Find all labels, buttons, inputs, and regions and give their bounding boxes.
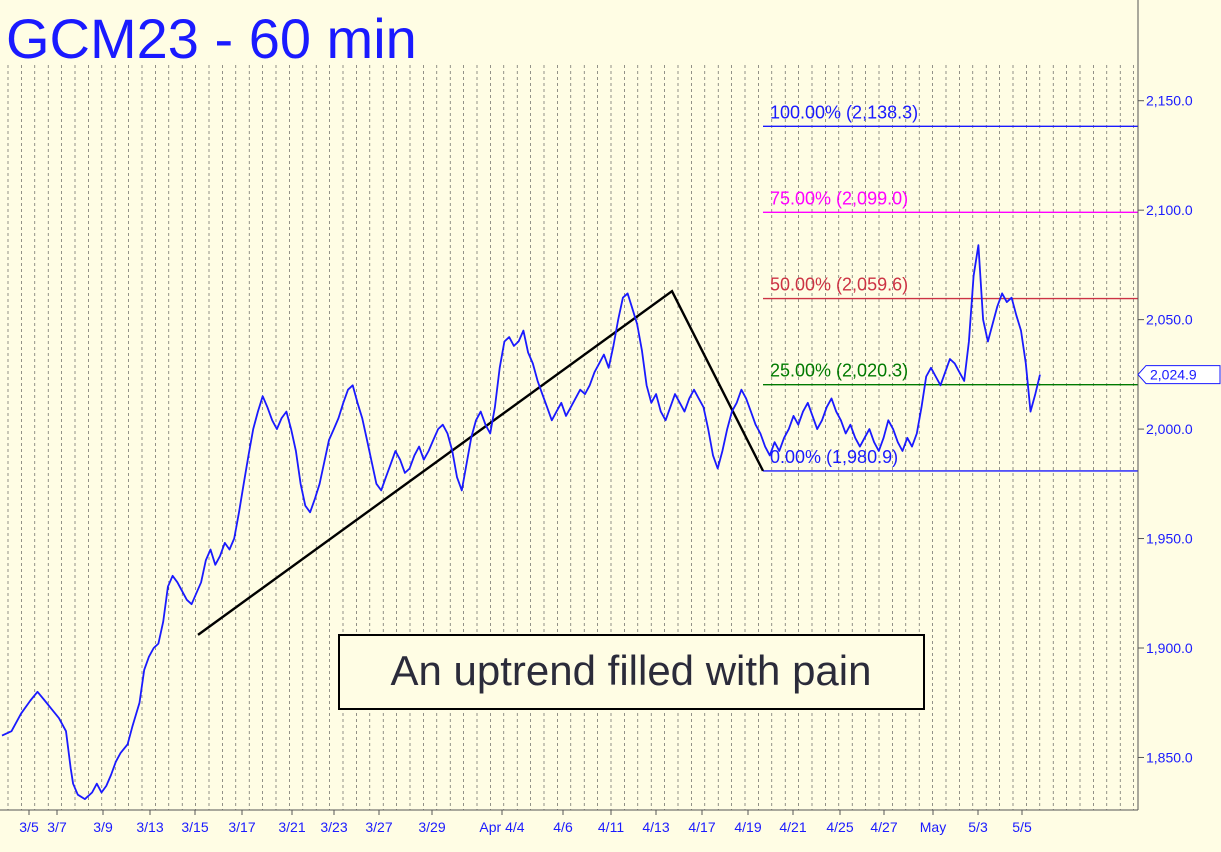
y-tick-label: 2,150.0: [1146, 93, 1193, 109]
x-tick-label: 3/5: [19, 819, 39, 835]
x-tick-label: 3/29: [418, 819, 445, 835]
price-line: [1, 244, 1041, 800]
x-tick-label: 4/19: [734, 819, 761, 835]
x-tick-label: 4/27: [870, 819, 897, 835]
x-tick-label: 4/25: [826, 819, 853, 835]
x-tick-label: May: [920, 819, 946, 835]
x-tick-label: 4/21: [779, 819, 806, 835]
last-price-tag: [1137, 365, 1221, 385]
y-tick-label: 2,050.0: [1146, 312, 1193, 328]
chart-title: GCM23 - 60 min: [6, 7, 417, 70]
price-series: [1, 244, 1041, 800]
x-tick-label: 5/5: [1012, 819, 1032, 835]
x-tick-label: 3/9: [93, 819, 113, 835]
x-tick-label: 3/13: [136, 819, 163, 835]
y-axis: 1,850.0 1,900.0 1,950.0 2,000.0 2,050.0 2,100…: [0, 0, 1221, 811]
y-tick-label: 1,950.0: [1146, 531, 1193, 547]
x-tick-label: 3/7: [47, 819, 67, 835]
fib-label: 25.00% (2,020.3): [770, 361, 908, 381]
x-tick-label: 3/15: [181, 819, 208, 835]
x-axis: 3/5 3/7 3/9 3/13 3/15 3/17 3/21 3/23 3/27 3/29 Apr…: [19, 810, 1032, 835]
x-tick-label: Apr 4/4: [479, 819, 524, 835]
fib-label: 0.00% (1,980.9): [770, 447, 898, 467]
fib-label: 100.00% (2,138.3): [770, 102, 918, 122]
x-tick-label: 3/27: [365, 819, 392, 835]
x-tick-label: 4/6: [553, 819, 573, 835]
y-tick-label: 1,900.0: [1146, 640, 1193, 656]
x-tick-label: 4/11: [598, 819, 624, 835]
x-tick-label: 3/21: [278, 819, 305, 835]
x-tick-label: 4/17: [688, 819, 715, 835]
fib-label: 75.00% (2,099.0): [770, 188, 908, 208]
x-tick-label: 3/23: [320, 819, 347, 835]
last-price-label: 2,024.9: [1150, 367, 1197, 383]
annotation-box: [338, 634, 925, 710]
y-tick-label: 2,000.0: [1146, 421, 1193, 437]
fibonacci-levels: 100.00% (2,138.3) 75.00% (2,099.0) 50.00% …: [763, 102, 1138, 472]
x-tick-label: 4/13: [642, 819, 669, 835]
fib-label: 50.00% (2,059.6): [770, 275, 908, 295]
y-tick-label: 2,100.0: [1146, 202, 1193, 218]
x-tick-label: 3/17: [228, 819, 255, 835]
x-tick-label: 5/3: [968, 819, 988, 835]
y-tick-label: 1,850.0: [1146, 749, 1193, 765]
annotation-text: An uptrend filled with pain: [391, 647, 872, 694]
